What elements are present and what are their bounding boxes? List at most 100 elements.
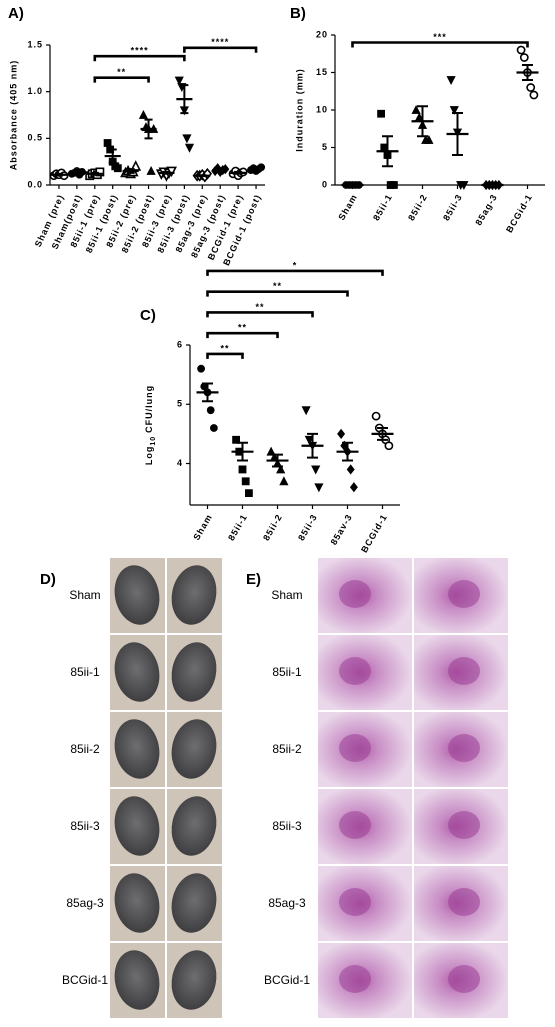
significance-bracket xyxy=(206,269,384,276)
lung-photo xyxy=(171,565,217,625)
error-bar xyxy=(126,168,135,174)
x-tick-label: 85ii-3 xyxy=(441,192,464,222)
significance-bracket xyxy=(93,76,150,83)
data-point xyxy=(377,109,385,118)
lung-photo xyxy=(114,873,160,933)
error-bar xyxy=(234,170,243,175)
x-tick-label: 85ii-1 xyxy=(371,192,394,222)
data-point xyxy=(516,45,526,55)
lung-photo xyxy=(114,719,160,779)
data-point xyxy=(459,181,469,191)
lung-photo xyxy=(171,796,217,856)
data-point xyxy=(384,441,394,451)
x-tick-label: 85ag-3 xyxy=(473,192,499,227)
x-tick-label: 85ii-2 xyxy=(406,192,429,222)
x-tick-label: 85ii-3 xyxy=(296,512,319,542)
significance-bracket xyxy=(206,352,244,359)
error-bar xyxy=(382,135,393,168)
row-label: 85ii-1 xyxy=(272,665,302,679)
data-point xyxy=(411,104,421,114)
data-point xyxy=(314,483,324,493)
y-axis-label: Induration (mm) xyxy=(294,68,304,152)
y-tick-label: 6 xyxy=(177,339,183,349)
panel-label: B) xyxy=(290,5,306,22)
lung-photo xyxy=(114,796,160,856)
y-axis-label-part: Log xyxy=(144,446,154,466)
data-point xyxy=(346,464,355,475)
data-point xyxy=(371,411,381,421)
error-bar xyxy=(272,453,283,468)
error-bar xyxy=(144,118,153,140)
error-bar xyxy=(180,84,189,115)
data-point xyxy=(182,134,192,144)
granuloma xyxy=(448,965,480,993)
granuloma xyxy=(339,580,371,608)
panel-label: D) xyxy=(40,571,56,588)
y-axis-label: Log10 CFU/lung xyxy=(144,385,156,465)
row-label: 85ag-3 xyxy=(268,896,306,910)
significance-label: ** xyxy=(117,67,126,77)
lung-photo xyxy=(171,950,217,1010)
y-tick-label: 0.5 xyxy=(27,133,43,143)
data-point xyxy=(184,143,195,153)
data-point xyxy=(197,364,205,373)
error-bar xyxy=(162,170,171,175)
error-bar xyxy=(90,171,99,176)
error-bar xyxy=(452,112,463,156)
granuloma xyxy=(448,811,480,839)
error-bar xyxy=(198,174,207,178)
granuloma xyxy=(339,657,371,685)
data-point xyxy=(146,165,156,175)
x-tick-label: BCGid-1 xyxy=(504,192,534,234)
error-bar xyxy=(417,105,428,138)
y-tick-label: 5 xyxy=(322,142,328,152)
row-label: BCGid-1 xyxy=(62,973,108,987)
data-point xyxy=(238,465,247,474)
x-tick-label: 85ii-2 xyxy=(261,512,284,542)
data-point xyxy=(424,134,434,144)
granuloma xyxy=(448,888,480,916)
granuloma xyxy=(339,811,371,839)
significance-label: ** xyxy=(220,343,229,353)
data-point xyxy=(349,482,358,493)
y-tick-label: 0 xyxy=(322,179,328,189)
granuloma xyxy=(339,734,371,762)
data-point xyxy=(449,106,459,116)
row-label: 85ii-3 xyxy=(272,819,302,833)
error-bar xyxy=(377,426,388,441)
data-point xyxy=(174,76,184,86)
granuloma xyxy=(339,965,371,993)
row-label: 85ag-3 xyxy=(66,896,104,910)
error-bar xyxy=(216,168,225,172)
panel-label: A) xyxy=(8,5,24,22)
lung-photo xyxy=(171,873,217,933)
data-point xyxy=(526,83,536,92)
error-bar xyxy=(72,170,81,175)
data-point xyxy=(390,181,398,189)
histology-panel: E) Sham 85ii-1 85ii-2 85ii-3 85ag-3 BCGid-1 xyxy=(246,558,508,1018)
x-tick-label: 85av-3 xyxy=(329,512,355,546)
panel-label: E) xyxy=(246,571,261,588)
y-tick-label: 10 xyxy=(316,104,328,114)
error-bar xyxy=(307,432,318,459)
error-bar xyxy=(202,382,213,403)
data-point xyxy=(279,476,289,486)
error-bar xyxy=(108,148,117,164)
row-label: Sham xyxy=(271,588,302,602)
data-point xyxy=(311,465,321,475)
error-bar xyxy=(342,441,353,462)
data-point xyxy=(529,90,539,100)
data-point xyxy=(245,489,253,498)
granuloma xyxy=(448,657,480,685)
error-bar xyxy=(252,167,261,172)
significance-label: ** xyxy=(255,302,264,312)
data-point xyxy=(138,109,149,119)
panel-label: C) xyxy=(140,307,156,324)
error-bar xyxy=(522,64,533,81)
lung-photo xyxy=(171,642,217,702)
error-bar xyxy=(237,441,248,462)
row-label: 85ii-2 xyxy=(70,742,100,756)
y-tick-label: 5 xyxy=(177,399,183,409)
data-point xyxy=(304,435,314,445)
row-label: Sham xyxy=(69,588,100,602)
